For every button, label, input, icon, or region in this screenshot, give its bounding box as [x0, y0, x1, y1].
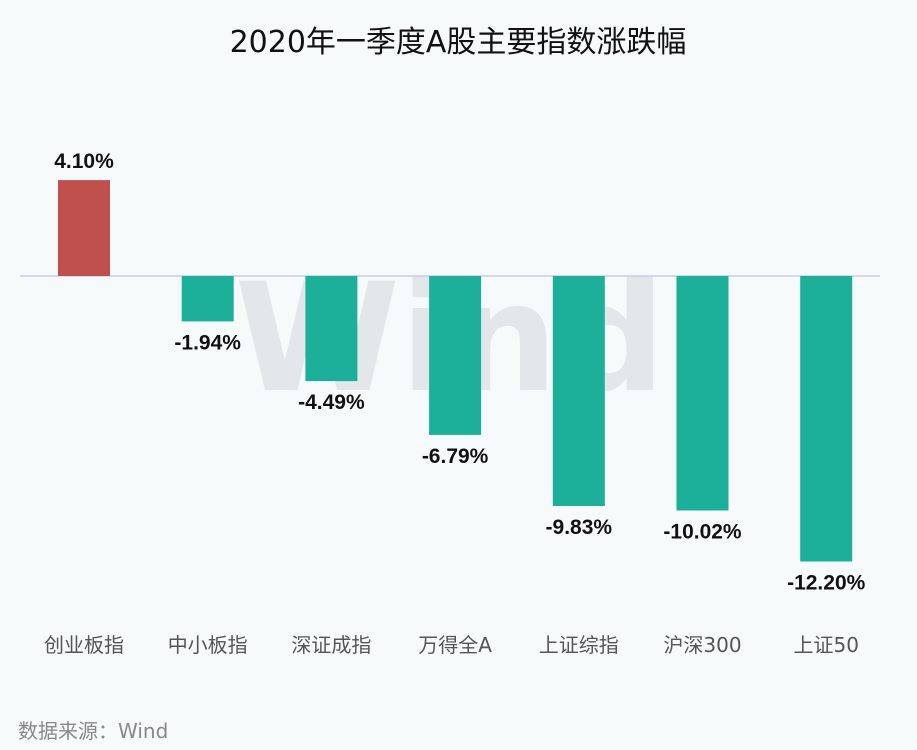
value-label-4: -9.83% [546, 516, 613, 539]
category-label-0: 创业板指 [44, 633, 124, 657]
category-label-6: 上证50 [793, 633, 858, 657]
value-label-1: -1.94% [174, 331, 241, 354]
category-label-1: 中小板指 [168, 633, 248, 657]
bars-group [58, 180, 853, 562]
bar-0 [58, 180, 110, 276]
value-label-5: -10.02% [663, 521, 742, 544]
value-label-0: 4.10% [54, 150, 114, 173]
bar-2 [305, 276, 358, 382]
category-label-4: 上证综指 [539, 633, 619, 657]
bar-1 [181, 276, 234, 322]
value-label-2: -4.49% [298, 391, 365, 414]
bar-3 [429, 276, 482, 435]
category-labels-group: 创业板指 中小板指 深证成指 万得全A 上证综指 沪深300 上证50 [44, 633, 859, 657]
category-label-3: 万得全A [418, 633, 492, 657]
value-labels-group: 4.10% -1.94% -4.49% -6.79% -9.83% -10.02% -12.… [54, 150, 865, 594]
bar-5 [676, 276, 729, 511]
chart-title: 2020年一季度A股主要指数涨跌幅 [230, 25, 687, 60]
value-label-6: -12.20% [787, 572, 866, 595]
bar-4 [552, 276, 605, 506]
value-label-3: -6.79% [422, 445, 489, 468]
category-label-5: 沪深300 [663, 633, 741, 657]
category-label-2: 深证成指 [291, 633, 371, 657]
source-note: 数据来源：Wind [18, 719, 168, 743]
bar-6 [800, 276, 853, 562]
